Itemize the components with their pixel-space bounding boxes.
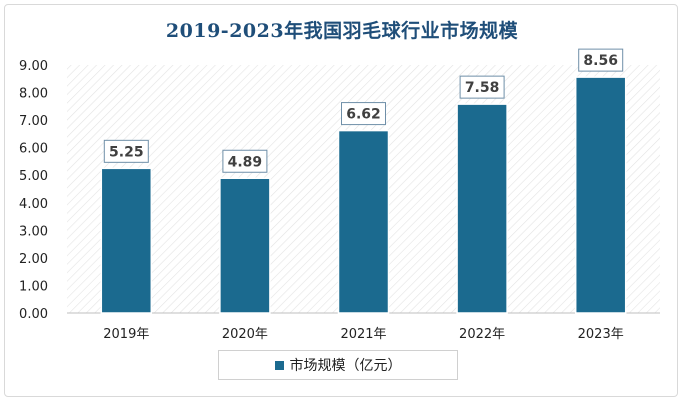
y-tick-label: 4.00	[19, 197, 48, 212]
x-tick-label: 2023年	[578, 327, 624, 342]
data-label-box	[578, 48, 624, 72]
data-label-box	[341, 102, 386, 126]
legend-swatch	[274, 360, 284, 370]
bar	[574, 76, 627, 314]
y-tick-label: 6.00	[19, 142, 48, 157]
y-tick-label: 7.00	[19, 114, 48, 129]
y-tick-label: 1.00	[19, 279, 48, 294]
bar	[337, 129, 390, 314]
bar	[100, 167, 153, 314]
legend-label: 市场规模（亿元）	[289, 358, 402, 374]
chart-title: 2019-2023年我国羽毛球行业市场规模	[165, 20, 519, 42]
y-axis-ticks: 0.00 1.00 2.00 3.00 4.00 5.00 6.00 7.00 8.00 9.00	[19, 59, 48, 322]
data-label: 4.89	[228, 154, 263, 170]
bars-group: 5.25 4.89 6.62 7.58 8.56	[100, 48, 627, 314]
y-tick-label: 3.00	[19, 224, 48, 239]
x-axis-labels: 2019年 2020年 2021年 2022年 2023年	[103, 327, 623, 342]
legend: 市场规模（亿元）	[218, 350, 458, 380]
data-label: 7.58	[465, 80, 500, 96]
y-tick-label: 9.00	[19, 59, 48, 74]
data-label: 8.56	[583, 53, 618, 69]
bar	[219, 177, 271, 314]
y-tick-label: 5.00	[19, 169, 48, 184]
y-tick-label: 0.00	[19, 307, 48, 322]
x-tick-label: 2020年	[222, 327, 268, 342]
data-label: 6.62	[346, 107, 381, 123]
x-tick-label: 2019年	[103, 327, 149, 342]
y-tick-label: 8.00	[19, 87, 48, 102]
x-tick-label: 2022年	[459, 327, 505, 342]
bar	[456, 103, 508, 314]
data-label-box	[459, 75, 505, 99]
y-tick-label: 2.00	[19, 252, 48, 267]
data-label: 5.25	[109, 144, 144, 160]
data-label-box	[222, 149, 268, 173]
x-tick-label: 2021年	[340, 327, 386, 342]
data-label-box	[103, 139, 149, 163]
